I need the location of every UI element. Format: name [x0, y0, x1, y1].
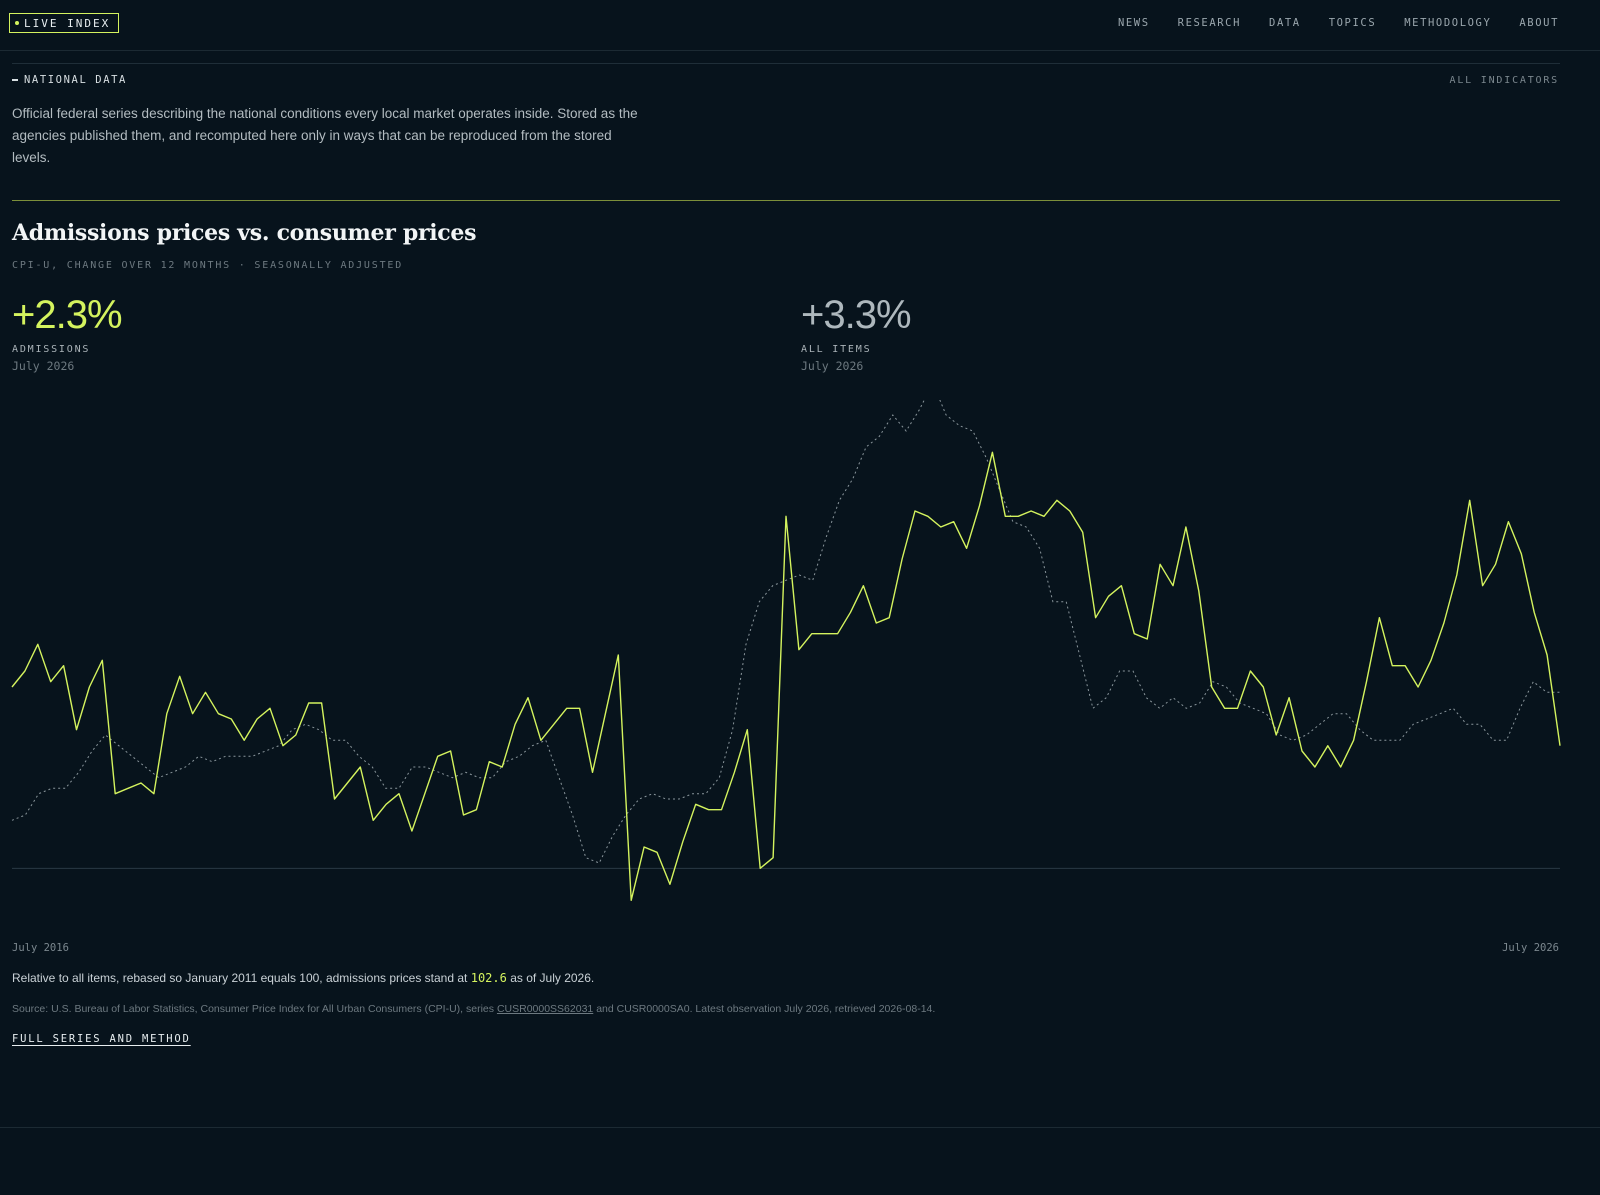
- full-series-link[interactable]: FULL SERIES AND METHOD: [12, 1033, 191, 1045]
- nav-data[interactable]: DATA: [1269, 17, 1301, 29]
- site-logo[interactable]: LIVE INDEX: [9, 13, 120, 33]
- nav-methodology[interactable]: METHODOLOGY: [1404, 17, 1492, 29]
- section-intro: Official federal series describing the n…: [12, 106, 638, 165]
- source-series-link[interactable]: CUSR0000SS62031: [496, 1003, 594, 1015]
- stat-all-items-date: July 2026: [801, 359, 864, 373]
- rebase-note-before: Relative to all items, rebased so Januar…: [12, 971, 468, 985]
- nav-research[interactable]: RESEARCH: [1177, 17, 1242, 29]
- stat-admissions-value: +2.3%: [12, 293, 123, 337]
- section-label-text: NATIONAL DATA: [24, 74, 127, 86]
- stat-admissions: +2.3% ADMISSIONS July 2026: [12, 292, 123, 373]
- source-before: Source: U.S. Bureau of Labor Statistics,…: [12, 1003, 495, 1015]
- logo-text: LIVE INDEX: [24, 16, 111, 30]
- nav-news[interactable]: NEWS: [1117, 17, 1150, 29]
- source-note: Source: U.S. Bureau of Labor Statistics,…: [12, 1003, 935, 1015]
- comparison-line-chart: [11, 400, 1561, 901]
- accent-divider: [12, 200, 1560, 201]
- series-line-admissions: [11, 451, 1561, 901]
- x-axis-label-start: July 2016: [12, 942, 69, 954]
- footer-divider: [0, 1127, 1600, 1128]
- chart-title: Admissions prices vs. consumer prices: [12, 220, 477, 246]
- nav-topics[interactable]: TOPICS: [1328, 17, 1377, 29]
- top-bar: LIVE INDEX NEWS RESEARCH DATA TOPICS MET…: [0, 0, 1600, 51]
- source-after: and CUSR0000SA0. Latest observation July…: [596, 1003, 936, 1015]
- series-line-all-items: [11, 400, 1560, 864]
- section-label: NATIONAL DATA: [12, 74, 127, 86]
- x-axis-label-end: July 2026: [1502, 942, 1559, 954]
- stat-admissions-date: July 2026: [12, 359, 75, 373]
- rebase-note: Relative to all items, rebased so Januar…: [12, 971, 594, 985]
- stat-all-items-value: +3.3%: [801, 293, 912, 337]
- nav-about[interactable]: ABOUT: [1519, 17, 1559, 29]
- stat-admissions-label: ADMISSIONS: [12, 344, 91, 355]
- stat-all-items: +3.3% ALL ITEMS July 2026: [801, 292, 912, 373]
- all-indicators-link[interactable]: ALL INDICATORS: [1449, 75, 1559, 86]
- chart-subtitle: CPI-U, CHANGE OVER 12 MONTHS · SEASONALL…: [12, 260, 404, 271]
- stat-all-items-label: ALL ITEMS: [801, 344, 872, 355]
- section-divider: [12, 63, 1560, 64]
- rebase-value: 102.6: [470, 971, 507, 985]
- series-layer: [11, 400, 1561, 901]
- main-nav: NEWS RESEARCH DATA TOPICS METHODOLOGY AB…: [1118, 17, 1559, 29]
- dash-icon: [12, 79, 18, 81]
- live-dot-icon: [15, 21, 19, 25]
- rebase-note-after: as of July 2026.: [510, 971, 595, 985]
